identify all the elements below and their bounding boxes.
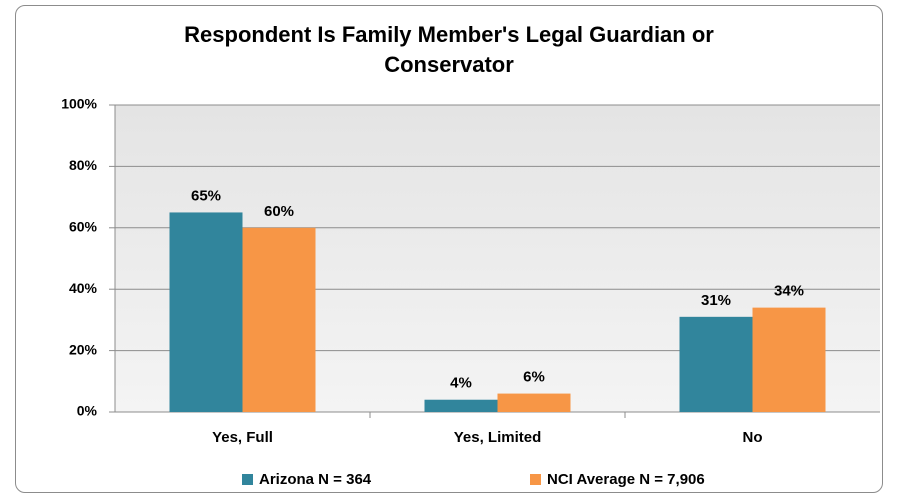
bar (242, 227, 316, 412)
x-tick-label: Yes, Limited (454, 429, 542, 446)
chart-frame (15, 5, 883, 493)
value-label: 6% (523, 369, 545, 386)
y-tick-label: 100% (61, 96, 97, 112)
bar (679, 316, 753, 412)
value-label: 34% (774, 283, 804, 300)
bar (752, 307, 826, 412)
y-tick-label: 60% (69, 219, 98, 235)
bar (424, 399, 498, 412)
value-label: 60% (264, 203, 294, 220)
bar (169, 212, 243, 412)
legend-label: NCI Average N = 7,906 (547, 471, 705, 488)
y-tick-label: 20% (69, 341, 98, 357)
value-label: 4% (450, 375, 472, 392)
x-tick-label: No (743, 429, 763, 446)
y-tick-label: 0% (77, 403, 98, 419)
legend-swatch (242, 474, 253, 485)
y-tick-label: 80% (69, 157, 98, 173)
chart-title: Respondent Is Family Member's Legal Guar… (184, 22, 714, 77)
bar (497, 393, 571, 412)
value-label: 65% (191, 187, 221, 204)
value-label: 31% (701, 292, 731, 309)
legend-swatch (530, 474, 541, 485)
legend-label: Arizona N = 364 (259, 471, 372, 488)
y-tick-label: 40% (69, 280, 98, 296)
x-tick-label: Yes, Full (212, 429, 273, 446)
